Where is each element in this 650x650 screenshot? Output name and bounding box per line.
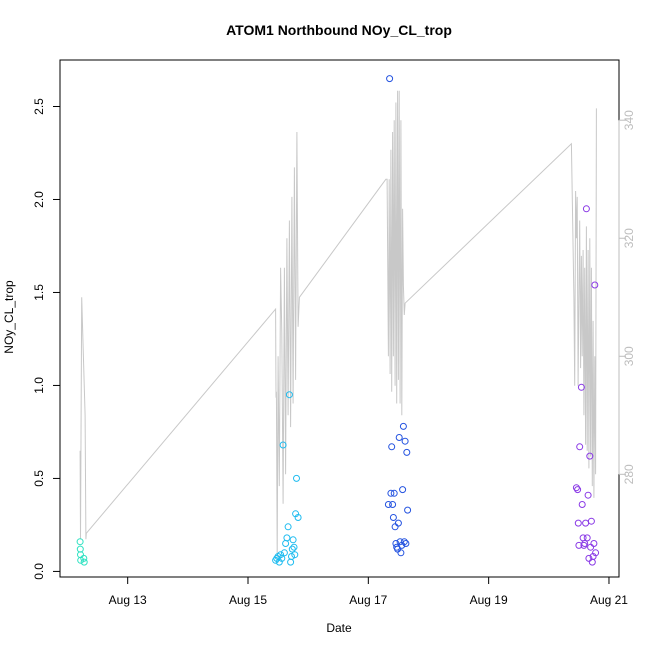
x-tick-label-1: Aug 15 [229, 593, 267, 607]
data-point-s2-18 [291, 551, 299, 559]
y-tick-label-0: 0.0 [32, 563, 46, 580]
data-point-s4-22 [591, 281, 599, 289]
data-point-s3-12 [394, 519, 402, 527]
x-tick-label-4: Aug 21 [590, 593, 628, 607]
data-point-s1-3 [77, 551, 84, 559]
data-point-s2-8 [280, 549, 288, 557]
data-point-s3-15 [397, 549, 405, 557]
y2-tick-label-0: 280 [622, 464, 636, 484]
data-point-s4-5 [576, 443, 584, 451]
data-point-s1-6 [80, 558, 88, 566]
y-tick-label-3: 1.5 [32, 284, 46, 301]
data-point-s4-2 [574, 486, 582, 494]
x-tick-label-2: Aug 17 [349, 593, 387, 607]
data-point-s2-12 [285, 391, 293, 399]
data-point-s4-1 [572, 484, 580, 492]
data-point-s4-6 [577, 383, 585, 391]
secondary-series-line [79, 90, 597, 557]
data-point-s3-17 [399, 486, 407, 494]
data-point-s2-21 [294, 514, 302, 521]
data-point-s4-3 [574, 519, 582, 527]
data-point-s4-11 [582, 519, 590, 527]
data-point-s2-7 [279, 441, 287, 449]
y-tick-label-1: 0.5 [32, 470, 46, 487]
x-tick-label-3: Aug 19 [470, 593, 508, 607]
y2-tick-label-3: 340 [622, 110, 636, 130]
axes-layer: 0.0 0.5 1.0 1.5 2.0 2.5 Aug 13 Aug 15 Aug 17 Aug … [32, 98, 636, 607]
data-point-s3-5 [389, 501, 397, 508]
data-point-s3-13 [395, 434, 403, 441]
data-point-s4-21 [590, 540, 598, 547]
data-point-s4-12 [582, 205, 590, 213]
y-axis-label: NOy_CL_trop [2, 280, 16, 354]
data-point-s3-20 [401, 437, 409, 445]
y-tick-label-2: 1.0 [32, 377, 46, 394]
y2-tick-label-2: 320 [622, 228, 636, 248]
data-point-s1-1 [76, 538, 84, 546]
data-point-s3-2 [386, 75, 394, 83]
data-point-s3-3 [387, 489, 395, 497]
data-point-s2-6 [278, 554, 286, 562]
data-point-s2-20 [293, 474, 300, 482]
data-point-s3-7 [390, 489, 398, 497]
data-point-s2-10 [283, 534, 291, 542]
data-point-s4-16 [586, 452, 594, 460]
data-point-s4-23 [592, 549, 600, 557]
plot-area-frame [59, 59, 620, 578]
data-point-s2-11 [284, 523, 292, 531]
y-tick-label-4: 2.0 [32, 191, 46, 208]
data-point-s2-15 [288, 545, 296, 553]
data-point-s3-6 [389, 514, 397, 521]
data-point-s2-17 [290, 543, 298, 551]
chart-title: ATOM1 Northbound NOy_CL_trop [226, 22, 452, 38]
data-point-s2-16 [289, 536, 297, 544]
data-point-s3-21 [402, 540, 410, 547]
data-point-s3-23 [404, 506, 412, 514]
data-point-s4-13 [583, 534, 591, 542]
data-point-s2-9 [282, 540, 290, 547]
points-layer [76, 75, 600, 566]
data-point-s3-18 [399, 422, 407, 430]
data-point-s4-7 [578, 501, 586, 508]
data-point-s2-13 [287, 558, 295, 566]
data-point-s4-19 [588, 558, 596, 566]
data-point-s3-19 [400, 538, 408, 546]
x-tick-label-0: Aug 13 [109, 593, 147, 607]
data-point-s2-14 [288, 553, 295, 560]
data-point-s1-2 [76, 545, 84, 553]
data-point-s4-14 [584, 491, 592, 499]
y2-tick-label-1: 300 [622, 346, 636, 366]
data-point-s2-5 [277, 551, 285, 559]
data-point-s4-18 [587, 517, 595, 525]
data-point-s4-10 [581, 540, 589, 547]
data-point-s4-17 [587, 543, 595, 551]
data-point-s3-22 [403, 448, 411, 456]
data-point-s3-1 [384, 501, 392, 508]
x-axis-label: Date [326, 621, 352, 635]
data-point-s3-8 [391, 523, 399, 531]
data-point-s3-4 [388, 443, 396, 451]
secondary-series-layer [79, 90, 597, 557]
y-tick-label-5: 2.5 [32, 98, 46, 115]
data-point-s1-5 [80, 554, 88, 562]
